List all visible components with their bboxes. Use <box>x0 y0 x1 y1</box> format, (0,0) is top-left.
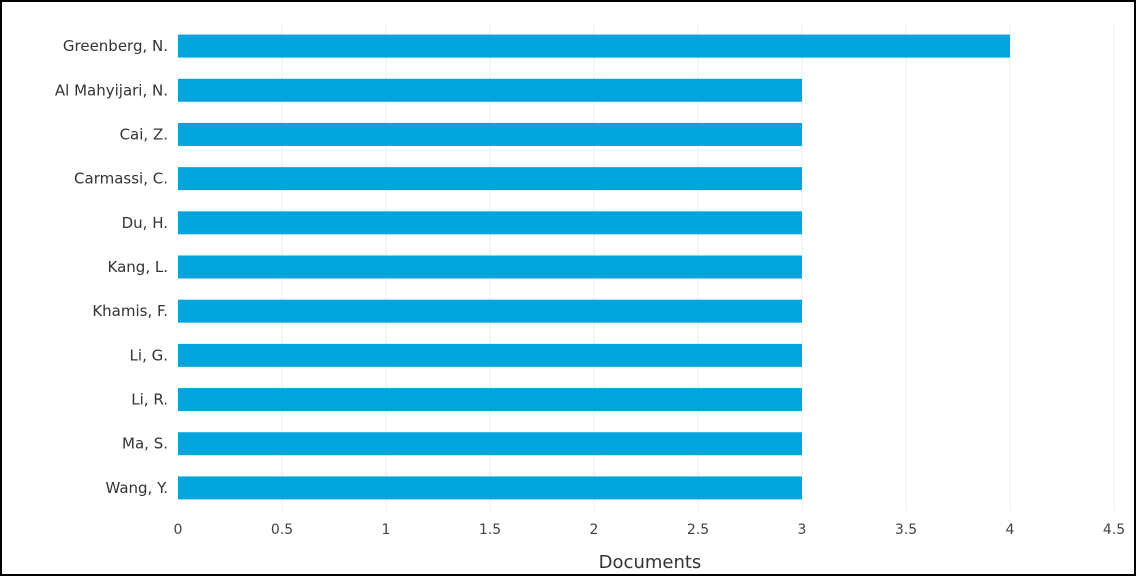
bar[interactable] <box>178 432 802 456</box>
x-tick-label: 1 <box>382 522 391 538</box>
category-label: Li, R. <box>131 391 168 409</box>
category-label: Carmassi, C. <box>74 170 168 188</box>
category-labels-layer: Greenberg, N. Al Mahyijari, N. Cai, Z. Carm… <box>55 37 168 497</box>
bar[interactable] <box>178 343 802 367</box>
bar[interactable] <box>178 255 802 279</box>
category-label: Al Mahyijari, N. <box>55 81 168 99</box>
category-label: Wang, Y. <box>105 479 168 497</box>
bar[interactable] <box>178 122 802 146</box>
category-label: Kang, L. <box>108 258 168 276</box>
bars-layer <box>178 34 1010 500</box>
category-label: Cai, Z. <box>120 125 168 143</box>
x-tick-label: 0 <box>174 522 183 538</box>
category-label: Du, H. <box>122 214 168 232</box>
category-label: Ma, S. <box>122 435 168 453</box>
bar[interactable] <box>178 388 802 412</box>
x-tick-labels-layer: 0 0.5 1 1.5 2 2.5 3 3.5 4 4.5 <box>174 522 1126 538</box>
bar[interactable] <box>178 299 802 323</box>
category-label: Khamis, F. <box>92 302 168 320</box>
x-tick-label: 2 <box>590 522 599 538</box>
category-label: Greenberg, N. <box>63 37 168 55</box>
bar[interactable] <box>178 476 802 500</box>
x-tick-label: 2.5 <box>687 522 709 538</box>
bar[interactable] <box>178 78 802 102</box>
x-tick-label: 4.5 <box>1103 522 1125 538</box>
category-label: Li, G. <box>130 346 168 364</box>
x-tick-label: 0.5 <box>271 522 293 538</box>
x-axis-title: Documents <box>599 552 702 573</box>
bar[interactable] <box>178 211 802 235</box>
x-tick-label: 3 <box>798 522 807 538</box>
x-tick-label: 1.5 <box>479 522 501 538</box>
bar[interactable] <box>178 34 1010 58</box>
x-tick-label: 3.5 <box>895 522 917 538</box>
bar[interactable] <box>178 167 802 191</box>
x-tick-label: 4 <box>1006 522 1015 538</box>
